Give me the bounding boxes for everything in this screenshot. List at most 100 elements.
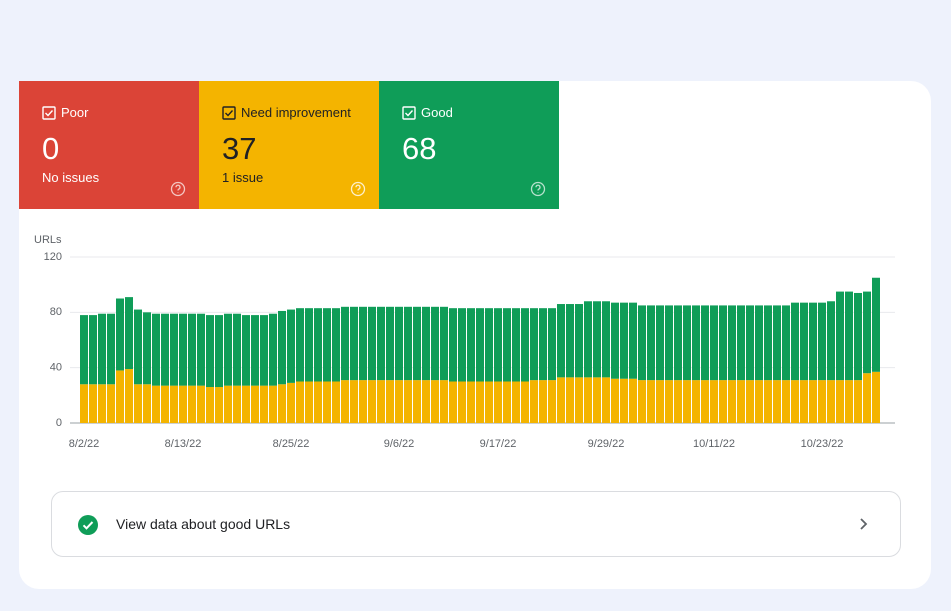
tile-value: 37: [222, 131, 257, 166]
bar-segment: [602, 377, 610, 423]
bar-segment: [629, 302, 637, 379]
bar-segment: [530, 380, 538, 423]
bar-segment: [683, 380, 691, 423]
bar-segment: [485, 381, 493, 423]
bar-segment: [161, 313, 169, 386]
bar-segment: [503, 308, 511, 382]
bar-segment: [341, 380, 349, 423]
bar-segment: [143, 384, 151, 423]
bar-segment: [836, 380, 844, 423]
bar-segment: [764, 305, 772, 381]
bar-segment: [800, 380, 808, 423]
help-icon[interactable]: [530, 181, 546, 197]
bar-segment: [494, 381, 502, 423]
bar-segment: [872, 371, 880, 423]
bar-segment: [656, 305, 664, 381]
bar-segment: [431, 380, 439, 423]
bar-segment: [773, 380, 781, 423]
bar-segment: [458, 308, 466, 382]
bar-segment: [746, 380, 754, 423]
tile-sub: 1 issue: [222, 170, 264, 185]
bar-segment: [782, 305, 790, 381]
bar-segment: [647, 305, 655, 381]
bar-segment: [494, 308, 502, 382]
bar-segment: [467, 308, 475, 382]
bar-segment: [260, 315, 268, 386]
bar-segment: [341, 306, 349, 381]
bar-segment: [809, 302, 817, 381]
bar-segment: [809, 380, 817, 423]
bar-segment: [620, 378, 628, 423]
bar-segment: [656, 380, 664, 423]
tile-need[interactable]: Need improvement 37 1 issue: [199, 81, 379, 209]
bar-segment: [440, 306, 448, 381]
bar-segment: [611, 302, 619, 379]
bar-segment: [728, 380, 736, 423]
bar-segment: [791, 302, 799, 381]
bar-segment: [647, 380, 655, 423]
bar-segment: [125, 369, 133, 423]
x-tick-label: 9/29/22: [588, 438, 625, 450]
bar-segment: [422, 380, 430, 423]
x-tick-label: 9/17/22: [480, 438, 517, 450]
bar-segment: [431, 306, 439, 381]
bar-segment: [350, 380, 358, 423]
bar-segment: [701, 305, 709, 381]
bar-segment: [836, 291, 844, 381]
bar-segment: [179, 313, 187, 386]
bar-segment: [242, 315, 250, 386]
bar-segment: [377, 380, 385, 423]
bar-segment: [305, 381, 313, 423]
bar-segment: [692, 305, 700, 381]
help-icon[interactable]: [170, 181, 186, 197]
chevron: [860, 518, 868, 530]
view-good-button[interactable]: View data about good URLs: [51, 491, 901, 557]
bar-segment: [359, 380, 367, 423]
bar-segment: [386, 380, 394, 423]
tile-good[interactable]: Good 68: [379, 81, 559, 209]
bar-segment: [611, 378, 619, 423]
bar-segment: [413, 306, 421, 381]
bar-segment: [179, 385, 187, 423]
bar-segment: [521, 308, 529, 382]
bar-segment: [863, 373, 871, 423]
bar-segment: [872, 277, 880, 372]
bar-segment: [386, 306, 394, 381]
bar-segment: [566, 304, 574, 378]
checkbox: [42, 106, 56, 120]
bar-segment: [332, 308, 340, 382]
bar-segment: [584, 377, 592, 423]
bar-segment: [359, 306, 367, 381]
bar-segment: [566, 377, 574, 423]
bar-segment: [674, 305, 682, 381]
bar-segment: [269, 313, 277, 386]
bar-segment: [314, 308, 322, 382]
bar-segment: [854, 380, 862, 423]
bar-segment: [800, 302, 808, 381]
bar-segment: [818, 380, 826, 423]
bar-segment: [251, 385, 259, 423]
bar-segment: [665, 305, 673, 381]
bar-segment: [242, 385, 250, 423]
bar-segment: [827, 380, 835, 423]
tile-value: 0: [42, 131, 60, 166]
bar-segment: [152, 313, 160, 386]
x-tick-label: 9/6/22: [384, 438, 415, 450]
bar-segment: [719, 305, 727, 381]
bar-segment: [197, 385, 205, 423]
bar-segment: [206, 387, 214, 423]
tile-poor[interactable]: Poor 0 No issues: [19, 81, 199, 209]
bar-segment: [710, 305, 718, 381]
tile-sub: No issues: [42, 170, 100, 185]
bar-segment: [557, 304, 565, 378]
bar-segment: [449, 308, 457, 382]
bar-segment: [773, 305, 781, 381]
x-tick-label: 8/13/22: [165, 438, 202, 450]
y-tick-label: 120: [44, 251, 62, 263]
bar-segment: [863, 291, 871, 374]
help-icon[interactable]: [350, 181, 366, 197]
bar-segment: [404, 306, 412, 381]
bar-segment: [791, 380, 799, 423]
bar-segment: [593, 301, 601, 378]
